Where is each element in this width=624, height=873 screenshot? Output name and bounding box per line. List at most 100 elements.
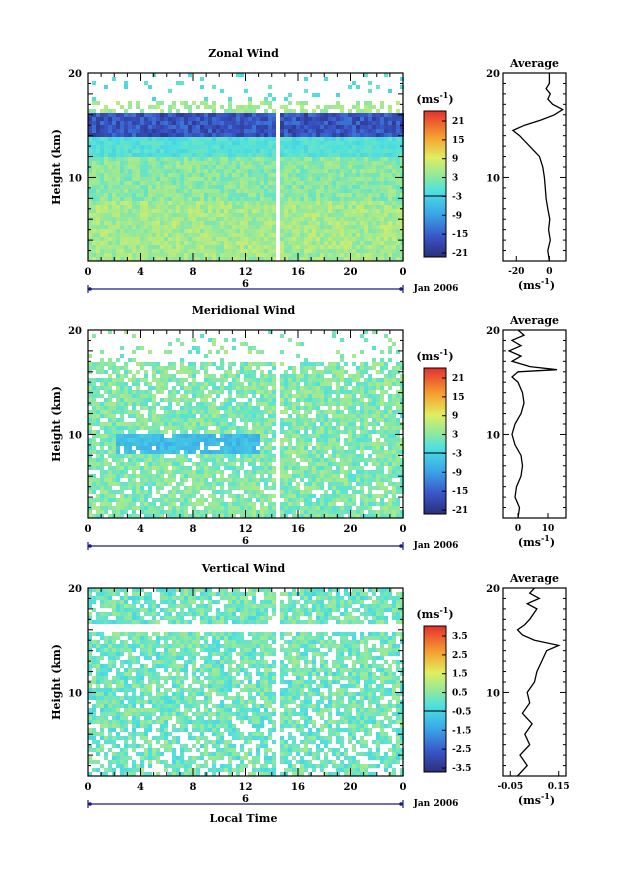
colorbar-unit-exp: -1 <box>439 347 448 357</box>
profile-unit-base: (ms <box>518 794 541 807</box>
y-tick-label: 10 <box>68 688 82 699</box>
colorbar-tick-label: -9 <box>452 468 462 478</box>
y-axis-label: Height (km) <box>50 129 63 205</box>
y-tick-label: 20 <box>68 69 82 80</box>
x-axis: 0 4 8 12 16 20 0 <box>85 73 407 278</box>
profile-title: Average <box>509 572 559 585</box>
profile-y-tick-label: 10 <box>486 430 500 441</box>
x-tick-label: 8 <box>190 782 197 793</box>
y-tick-label: 20 <box>68 584 82 595</box>
x-tick-label: 4 <box>137 267 144 278</box>
colorbar-tick-label: 15 <box>452 393 465 403</box>
colorbar-tick-label: 1.5 <box>452 670 468 680</box>
colorbar-gradient <box>423 625 447 773</box>
y-tick-label: 10 <box>68 173 82 184</box>
colorbar-unit-close: ) <box>448 93 453 106</box>
x-tick-label: 20 <box>344 782 358 793</box>
colorbar-tick-label: -15 <box>452 487 468 497</box>
profile-x-tick-label: -20 <box>508 267 524 277</box>
date-bar: 6 Jan 2006 <box>87 536 459 551</box>
x-axis-label: Local Time <box>210 812 278 825</box>
profile-frame <box>502 72 567 262</box>
x-tick-label: 0 <box>85 524 92 535</box>
x-tick-label: 12 <box>239 524 253 535</box>
x-tick-label: 0 <box>400 524 407 535</box>
colorbar: (ms-1) 3.5 2.5 1.5 0.5 -0.5 -1.5 -2.5 -3.5 <box>416 605 471 774</box>
x-tick-label: 4 <box>137 782 144 793</box>
profile-title: Average <box>509 314 559 327</box>
date-label: Jan 2006 <box>413 799 459 809</box>
profile-unit: (ms-1) <box>518 791 555 807</box>
profile-x-tick-label: 0 <box>546 267 552 277</box>
colorbar-tick-label: 2.5 <box>452 651 468 661</box>
profile-x-tick-label: 10 <box>542 524 555 534</box>
x-tick-label: 16 <box>291 524 305 535</box>
colorbar-tick-label: -9 <box>452 211 462 221</box>
colorbar-tick-label: 9 <box>452 155 458 165</box>
colorbar-tick-label: 21 <box>452 374 465 384</box>
y-axis-label: Height (km) <box>50 644 63 720</box>
colorbar-tick-label: 21 <box>452 117 465 127</box>
date-bar: 6 Jan 2006 <box>87 794 459 809</box>
colorbar-tick-label: -1.5 <box>452 726 471 736</box>
x-tick-label: 20 <box>344 267 358 278</box>
profile-y-tick-label: 10 <box>486 173 500 184</box>
profile-x-tick-label: -0.05 <box>497 782 523 792</box>
colorbar-unit: (ms-1) <box>416 347 453 363</box>
y-axis-label: Height (km) <box>50 386 63 462</box>
colorbar-tick-label: -21 <box>452 506 468 516</box>
x-tick-label: 16 <box>291 267 305 278</box>
colorbar-tick-label: -21 <box>452 249 468 259</box>
profile-line <box>511 73 564 262</box>
panel-title: Vertical Wind <box>201 562 286 575</box>
colorbar-gradient <box>423 110 447 258</box>
profile-line <box>507 329 558 519</box>
x-tick-label: 8 <box>190 524 197 535</box>
colorbar-tick-label: 3 <box>452 174 458 184</box>
profile-unit-exp: -1 <box>541 276 550 286</box>
profile-unit-base: (ms <box>518 279 541 292</box>
profile-unit-close: ) <box>550 279 555 292</box>
colorbar-unit-base: (ms <box>416 350 439 363</box>
heatmap-cells <box>88 73 404 261</box>
date-marker: 6 <box>242 279 249 290</box>
colorbar-gradient <box>423 367 447 515</box>
date-label: Jan 2006 <box>413 541 459 551</box>
date-marker: 6 <box>242 536 249 547</box>
colorbar-unit: (ms-1) <box>416 90 453 106</box>
colorbar-tick-label: 15 <box>452 136 465 146</box>
x-tick-label: 20 <box>344 524 358 535</box>
x-tick-label: 0 <box>400 782 407 793</box>
profile-y-tick-label: 20 <box>486 69 500 80</box>
x-tick-label: 16 <box>291 782 305 793</box>
profile-x-tick-label: 0 <box>515 524 521 534</box>
colorbar-tick-label: 9 <box>452 412 458 422</box>
x-tick-label: 4 <box>137 524 144 535</box>
profile-frame <box>502 329 567 519</box>
colorbar-tick-label: 3.5 <box>452 632 468 642</box>
x-tick-label: 12 <box>239 267 253 278</box>
profile-unit-close: ) <box>550 536 555 549</box>
x-tick-label: 0 <box>400 267 407 278</box>
x-tick-label: 8 <box>190 267 197 278</box>
x-tick-label: 0 <box>85 267 92 278</box>
colorbar-unit-exp: -1 <box>439 90 448 100</box>
heatmap-cells <box>88 330 404 518</box>
profile-unit: (ms-1) <box>518 276 555 292</box>
x-axis: 0 4 8 12 16 20 0 <box>85 588 407 793</box>
colorbar-tick-label: 0.5 <box>452 689 468 699</box>
profile-unit-base: (ms <box>518 536 541 549</box>
profile-unit-close: ) <box>550 794 555 807</box>
y-tick-label: 20 <box>68 326 82 337</box>
x-tick-label: 12 <box>239 782 253 793</box>
panel-title: Zonal Wind <box>208 47 279 60</box>
profile-unit: (ms-1) <box>518 533 555 549</box>
colorbar-tick-label: -3.5 <box>452 764 471 774</box>
profile-unit-exp: -1 <box>541 533 550 543</box>
